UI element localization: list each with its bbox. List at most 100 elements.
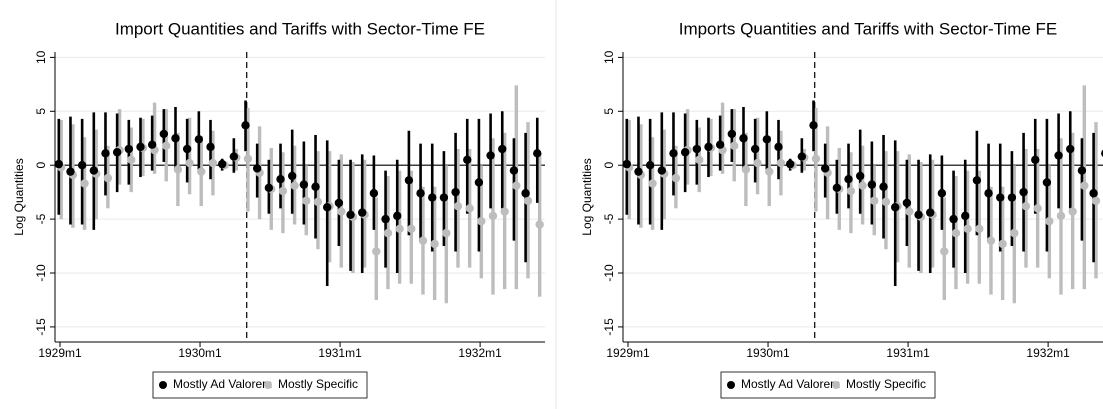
point	[914, 210, 923, 219]
point	[963, 224, 972, 234]
point	[323, 203, 332, 212]
point	[159, 129, 169, 139]
point	[858, 181, 867, 190]
point	[509, 166, 519, 175]
point	[730, 141, 739, 150]
point	[695, 155, 704, 165]
point	[870, 196, 879, 205]
legend-marker	[832, 381, 840, 389]
point	[500, 207, 509, 216]
point	[512, 181, 521, 190]
point	[127, 155, 136, 165]
point	[162, 141, 171, 150]
x-tick-label: 1932m1	[458, 346, 502, 360]
y-axis-label: Log Quantities	[580, 158, 594, 235]
point	[879, 182, 888, 191]
legend-marker	[264, 381, 272, 389]
legend-box	[720, 371, 936, 399]
point	[229, 152, 239, 161]
point	[171, 134, 180, 143]
point	[103, 173, 113, 183]
point	[937, 189, 947, 198]
legend-box	[152, 371, 368, 399]
point	[844, 175, 853, 184]
point	[136, 142, 145, 152]
point	[1045, 217, 1054, 226]
point	[407, 224, 416, 234]
point	[416, 189, 425, 198]
legend-marker	[727, 381, 735, 389]
point	[311, 182, 320, 191]
point	[774, 142, 783, 152]
point	[217, 159, 227, 169]
point	[276, 175, 285, 184]
point	[832, 183, 842, 193]
point	[372, 247, 381, 256]
chart-panel: Imports Quantities and Tariffs with Sect…	[580, 19, 1103, 399]
point	[645, 160, 655, 170]
point	[776, 158, 786, 168]
point	[194, 135, 204, 144]
point	[395, 224, 404, 234]
point	[197, 167, 206, 176]
y-tick-label: 5	[34, 108, 48, 115]
x-tick-label: 1929m1	[38, 346, 82, 360]
point	[704, 142, 713, 152]
point	[1021, 201, 1031, 211]
point	[1068, 207, 1077, 216]
point	[302, 196, 311, 205]
point	[182, 144, 192, 154]
point	[634, 167, 643, 176]
point	[671, 173, 681, 183]
point	[290, 181, 299, 190]
point	[1056, 211, 1066, 221]
point	[1091, 196, 1101, 205]
y-tick-label: -15	[602, 318, 616, 336]
point	[430, 239, 439, 249]
point	[951, 228, 961, 238]
point	[477, 217, 486, 226]
y-axis-label: Log Quantities	[12, 158, 26, 235]
point	[404, 176, 414, 185]
point	[739, 134, 748, 143]
point	[996, 193, 1005, 202]
point	[369, 189, 379, 198]
point	[523, 196, 533, 205]
point	[1010, 228, 1019, 238]
point	[346, 210, 355, 219]
point	[439, 193, 449, 202]
x-tick-label: 1931m1	[886, 346, 930, 360]
point	[940, 247, 949, 256]
point	[498, 144, 507, 154]
x-tick-label: 1930m1	[178, 346, 222, 360]
point	[77, 160, 87, 170]
point	[975, 224, 984, 234]
point	[488, 211, 498, 221]
point	[891, 203, 900, 212]
point	[846, 186, 856, 196]
point	[750, 144, 760, 154]
point	[521, 189, 530, 198]
y-tick-label: -10	[34, 264, 48, 282]
point	[206, 142, 215, 152]
point	[66, 167, 75, 176]
point	[208, 158, 218, 168]
point	[715, 140, 725, 149]
point	[313, 197, 323, 207]
point	[334, 198, 344, 208]
legend-marker	[159, 381, 167, 389]
point	[1033, 204, 1042, 213]
chart-title: Import Quantities and Tariffs with Secto…	[115, 19, 485, 38]
point	[393, 211, 402, 221]
point	[264, 183, 274, 193]
point	[124, 144, 134, 154]
point	[1077, 166, 1087, 175]
point	[648, 179, 657, 188]
point	[89, 166, 99, 175]
x-tick-label: 1929m1	[606, 346, 650, 360]
point	[727, 129, 737, 139]
point	[486, 151, 495, 160]
y-tick-label: -10	[602, 264, 616, 282]
point	[463, 155, 472, 165]
